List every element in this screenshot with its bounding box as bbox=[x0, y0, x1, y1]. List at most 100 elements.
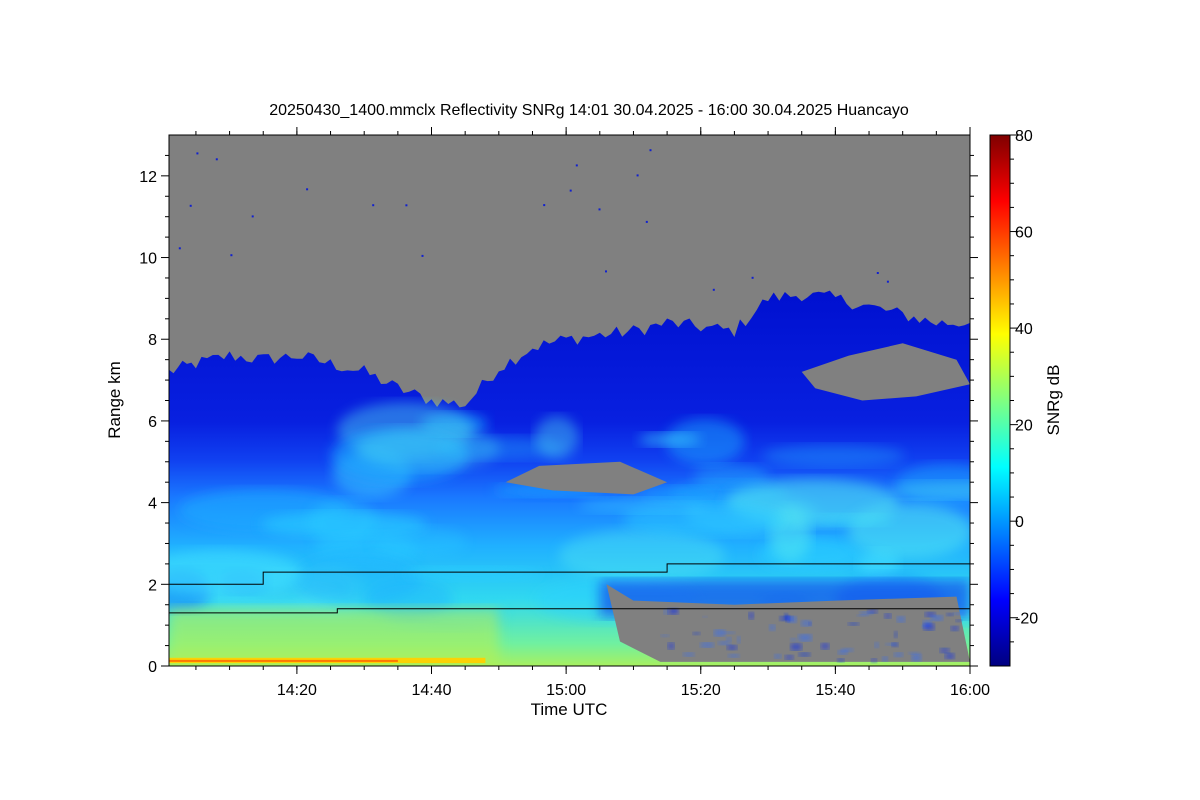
speckle-echo bbox=[837, 658, 845, 663]
speckle-echo bbox=[894, 652, 903, 657]
noise-speck bbox=[751, 276, 754, 279]
speckle-echo bbox=[714, 629, 726, 636]
no-signal-gap bbox=[801, 343, 970, 401]
speckle-echo bbox=[871, 658, 877, 663]
noise-speck bbox=[405, 204, 408, 207]
x-tick-label: 14:40 bbox=[411, 682, 451, 699]
speckle-echo bbox=[930, 615, 943, 621]
speckle-echo bbox=[693, 632, 700, 635]
noise-speck bbox=[372, 204, 375, 207]
ground-clutter-core bbox=[169, 659, 398, 662]
speckle-echo bbox=[774, 654, 781, 659]
noise-speck bbox=[886, 280, 889, 283]
plot-area bbox=[169, 135, 970, 666]
speckle-echo bbox=[728, 653, 740, 658]
speckle-echo bbox=[785, 655, 794, 660]
speckle-echo bbox=[950, 626, 959, 631]
noise-speck bbox=[421, 254, 424, 257]
speckle-echo bbox=[953, 612, 965, 616]
speckle-echo bbox=[785, 615, 790, 622]
speckle-echo bbox=[700, 642, 714, 648]
speckle-echo bbox=[940, 648, 950, 653]
echo-streak bbox=[692, 464, 769, 488]
speckle-echo bbox=[737, 636, 741, 644]
echo-streak bbox=[308, 499, 377, 546]
speckle-echo bbox=[867, 609, 878, 614]
noise-speck bbox=[575, 164, 578, 167]
x-axis: 14:20 14:40 15:00 15:20 15:40 16:00 bbox=[195, 127, 990, 699]
x-tick-label: 15:40 bbox=[815, 682, 855, 699]
y-tick-label: 4 bbox=[148, 496, 157, 513]
noise-speck bbox=[230, 254, 233, 257]
speckle-echo bbox=[821, 643, 829, 650]
speckle-echo bbox=[798, 652, 811, 657]
noise-speck bbox=[189, 204, 192, 207]
y-axis: 0 2 4 6 8 10 12 bbox=[139, 154, 978, 676]
noise-speck bbox=[251, 215, 254, 218]
colorbar-tick-label: 40 bbox=[1015, 321, 1033, 338]
no-signal-gap bbox=[606, 584, 970, 662]
colorbar-tick-label: -20 bbox=[1015, 611, 1038, 628]
speckle-echo bbox=[946, 612, 954, 617]
echo-texture bbox=[169, 402, 970, 666]
echo-streak bbox=[847, 503, 970, 559]
speckle-echo bbox=[661, 634, 669, 637]
noise-speck bbox=[306, 188, 309, 191]
noise-speck bbox=[215, 158, 218, 161]
speckle-echo bbox=[790, 643, 802, 651]
speckle-echo bbox=[911, 654, 922, 661]
noise-speck bbox=[196, 152, 199, 155]
speckle-echo bbox=[882, 656, 888, 662]
speckle-echo bbox=[838, 650, 848, 655]
colorbar-tick-label: 0 bbox=[1015, 514, 1024, 531]
speckle-echo bbox=[860, 611, 873, 615]
echo-streak bbox=[404, 566, 542, 582]
speckle-echo bbox=[668, 608, 679, 615]
speckle-echo bbox=[923, 623, 935, 631]
colorbar-tick-label: 20 bbox=[1015, 418, 1033, 435]
x-tick-label: 16:00 bbox=[950, 682, 990, 699]
speckle-echo bbox=[955, 619, 962, 623]
echo-streak bbox=[891, 481, 970, 499]
no-signal-gap bbox=[505, 461, 668, 495]
colorbar-scale bbox=[989, 134, 1011, 667]
echo-streak bbox=[665, 418, 745, 465]
echo-streak bbox=[558, 529, 726, 583]
echo-streak bbox=[371, 526, 467, 558]
overlay-lines bbox=[169, 563, 970, 614]
echo-streak bbox=[577, 497, 707, 514]
speckle-echo bbox=[798, 634, 812, 642]
speckle-echo bbox=[769, 624, 776, 631]
speckle-echo bbox=[884, 613, 892, 619]
speckle-echo bbox=[923, 620, 932, 627]
echo-streak bbox=[534, 415, 579, 459]
echo-streak bbox=[169, 549, 302, 596]
colorbar: -20 0 20 40 60 80 SNRg dB bbox=[989, 128, 1063, 667]
y-tick-label: 8 bbox=[148, 332, 157, 349]
speckle-echo bbox=[663, 608, 669, 615]
overlay-step-line bbox=[169, 563, 970, 585]
no-signal-gaps bbox=[505, 343, 970, 663]
y-tick-label: 12 bbox=[139, 169, 157, 186]
speckle-echo bbox=[925, 612, 936, 617]
speckle-echo bbox=[727, 645, 737, 650]
overlay-step-line bbox=[169, 608, 970, 614]
noise-speck bbox=[636, 174, 639, 177]
speckle-echo bbox=[748, 612, 754, 619]
speckle-echo bbox=[683, 652, 695, 657]
x-tick-label: 14:20 bbox=[277, 682, 317, 699]
speckle-echo bbox=[722, 631, 735, 634]
y-tick-label: 2 bbox=[148, 577, 157, 594]
noise-speck bbox=[605, 270, 607, 273]
x-tick-label: 15:20 bbox=[681, 682, 721, 699]
noise-speck bbox=[543, 204, 546, 207]
speckle-echo bbox=[874, 642, 879, 648]
speckle-echo bbox=[726, 637, 732, 642]
speckle-echo bbox=[702, 615, 708, 618]
chart-title: 20250430_1400.mmclx Reflectivity SNRg 14… bbox=[269, 102, 909, 119]
noise-speck bbox=[649, 149, 652, 152]
speckle-echo bbox=[848, 622, 859, 626]
speckle-echo bbox=[808, 621, 812, 626]
noise-specks bbox=[178, 149, 889, 291]
